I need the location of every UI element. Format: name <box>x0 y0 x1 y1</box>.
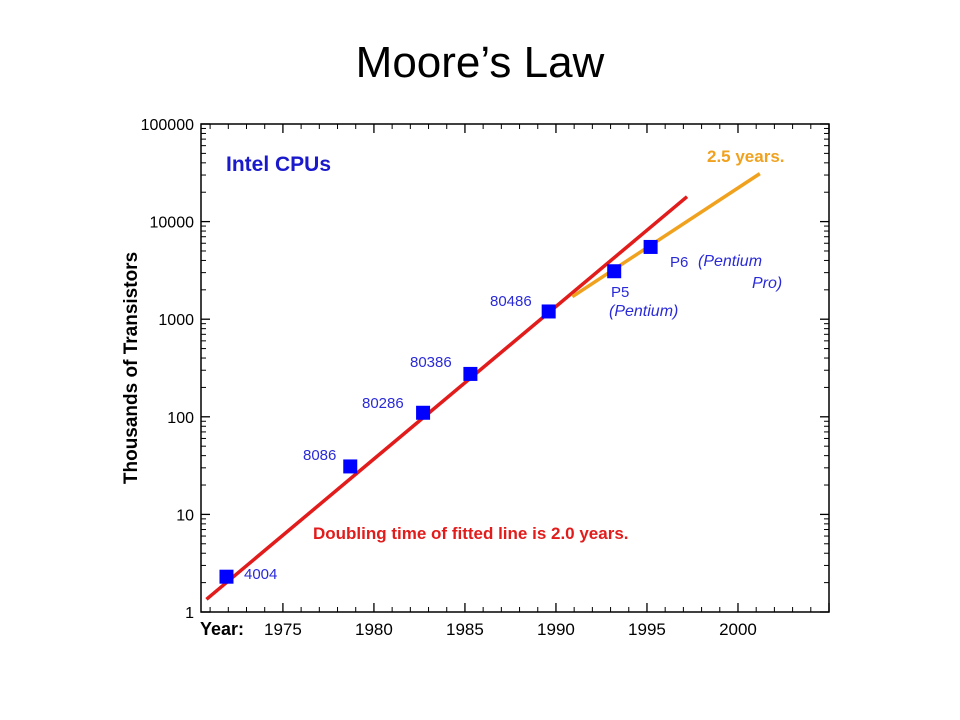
y-axis-label: Thousands of Transistors <box>121 252 142 484</box>
chart-svg: 1 10 100 1000 10000 100000 1975 1980 1985 1990 199… <box>121 117 830 639</box>
point-sublabel2-p6: Pro) <box>752 275 782 292</box>
data-point-8086 <box>343 459 358 474</box>
data-point-p5 <box>607 264 622 279</box>
y-tick-label: 100 <box>167 410 194 427</box>
x-axis-label: Year: <box>200 619 244 639</box>
point-sublabel-p6: (Pentium <box>698 253 762 270</box>
y-tick-label: 1 <box>185 605 194 622</box>
page-title: Moore’s Law <box>355 38 605 87</box>
chart-title: Intel CPUs <box>226 153 331 176</box>
point-sublabel-p5: (Pentium) <box>609 303 678 320</box>
fit-label-doubling-2-5: 2.5 years. <box>707 147 785 166</box>
data-point-p6 <box>643 239 658 254</box>
fit-line-2-0-years <box>205 195 689 601</box>
data-point-4004 <box>219 569 234 584</box>
y-tick-label: 10000 <box>150 215 195 232</box>
point-label-p5: P5 <box>611 284 629 301</box>
x-tick-label: 1980 <box>355 620 393 639</box>
fit-label-doubling-2-0: Doubling time of fitted line is 2.0 year… <box>313 524 629 543</box>
data-points <box>219 239 658 584</box>
data-point-80286 <box>416 405 431 420</box>
data-point-80386 <box>463 366 478 381</box>
y-tick-label: 1000 <box>158 312 194 329</box>
fit-lines <box>205 172 761 601</box>
fit-line-2-5-years <box>571 172 761 299</box>
point-label-80386: 80386 <box>410 354 452 371</box>
x-tick-label: 1990 <box>537 620 575 639</box>
x-tick-label: 1985 <box>446 620 484 639</box>
point-label-4004: 4004 <box>244 566 277 583</box>
plot-frame <box>200 123 830 613</box>
point-label-8086: 8086 <box>303 447 336 464</box>
axes-layer: 1 10 100 1000 10000 100000 1975 1980 1985 1990 199… <box>141 117 830 639</box>
point-label-80286: 80286 <box>362 395 404 412</box>
x-tick-label: 1975 <box>264 620 302 639</box>
y-tick-label: 100000 <box>141 117 194 134</box>
x-tick-label: 2000 <box>719 620 757 639</box>
point-label-80486: 80486 <box>490 293 532 310</box>
x-tick-label: 1995 <box>628 620 666 639</box>
point-label-p6: P6 <box>670 254 688 271</box>
data-point-80486 <box>541 304 556 319</box>
chart: 1 10 100 1000 10000 100000 1975 1980 1985 1990 199… <box>110 112 845 647</box>
y-tick-label: 10 <box>176 507 194 524</box>
